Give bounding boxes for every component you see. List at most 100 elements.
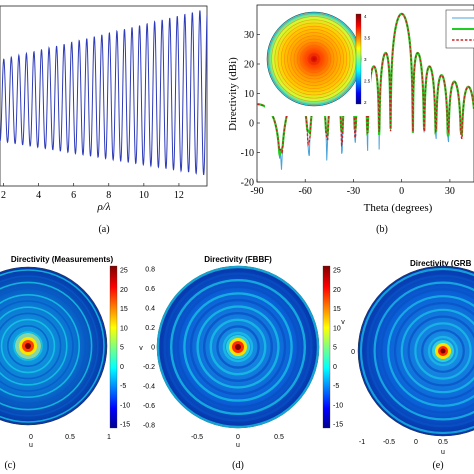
e-ring bbox=[414, 322, 472, 380]
panel-d-colorbar-tick-label: 0 bbox=[333, 364, 337, 371]
panel-a-xtick-label: 8 bbox=[106, 190, 111, 201]
panel-c-xlabel: u bbox=[29, 442, 33, 449]
panel-b-xtick-label: -60 bbox=[299, 186, 312, 197]
panel-e-title: Directivity (GRB bbox=[410, 259, 472, 268]
panel-c-colorbar-tick-label: 5 bbox=[120, 345, 124, 352]
panel-c-colorbar-tick-label: -10 bbox=[120, 402, 130, 409]
d-ring bbox=[209, 318, 267, 376]
c-ring bbox=[13, 331, 43, 361]
panel-b: -90 -60 -30 0 30 -20 -10 0 10 20 30 4 3.5 3 2.5 2 Dire… bbox=[227, 4, 474, 235]
panel-a-x-ticks: 2 4 6 8 10 12 bbox=[1, 183, 184, 201]
panel-b-ytick-label: 0 bbox=[249, 119, 254, 130]
panel-c-xtick-label: 0 bbox=[29, 434, 33, 441]
panel-d-ytick-label: -0.4 bbox=[143, 384, 155, 391]
panel-d-colorbar-tick-label: 15 bbox=[333, 306, 341, 313]
panel-e-xtick-label: 0 bbox=[414, 439, 418, 446]
d-ring bbox=[176, 285, 300, 409]
c-ring bbox=[0, 318, 56, 374]
inset-colorbar-tick-label: 3 bbox=[364, 57, 367, 62]
panel-c-hotspot bbox=[15, 333, 41, 359]
panel-e-ytick-0: 0 bbox=[351, 349, 355, 356]
panel-b-ytick-label: -20 bbox=[241, 178, 254, 189]
panel-b-xtick-label: -90 bbox=[250, 186, 263, 197]
panel-d-colorbar-ticks: 25 20 15 10 5 0 -5 -10 -15 bbox=[333, 268, 343, 429]
panel-d-rings bbox=[156, 265, 320, 429]
panel-e-xtick-label: -1 bbox=[359, 439, 365, 446]
panel-d-tag: (d) bbox=[232, 460, 244, 471]
panel-e-rings bbox=[359, 267, 474, 435]
panel-d-y-ticks: 0.8 0.6 0.4 0.2 0 -0.2 -0.4 -0.6 -0.8 bbox=[143, 267, 155, 430]
inset-ring bbox=[274, 19, 354, 99]
d-ring bbox=[216, 325, 260, 369]
c-ring bbox=[0, 294, 80, 398]
inset-colorbar-tick-label: 2 bbox=[364, 100, 367, 105]
panel-b-ytick-label: 20 bbox=[244, 60, 254, 71]
e-ring bbox=[400, 308, 474, 394]
c-ring bbox=[0, 306, 68, 386]
c-ring bbox=[0, 281, 93, 411]
panel-c-colorbar-tick-label: -15 bbox=[120, 422, 130, 429]
panel-a-curve bbox=[0, 10, 207, 176]
panel-d-xtick-label: 0 bbox=[236, 434, 240, 441]
panel-d-colorbar-tick-label: -10 bbox=[333, 402, 343, 409]
d-ring bbox=[222, 331, 254, 363]
panel-e: Directivity (GRB 0 v -1 -0.5 0 0.5 u (e) bbox=[341, 259, 474, 471]
inset-ring bbox=[293, 38, 335, 80]
panel-b-inset: 4 3.5 3 2.5 2 bbox=[265, 10, 371, 116]
panel-c-colorbar bbox=[109, 265, 118, 429]
panel-a: 2 4 6 8 10 12 ρ/λ (a) bbox=[0, 5, 208, 235]
panel-d-colorbar-tick-label: -15 bbox=[333, 422, 343, 429]
panel-d-x-ticks: -0.5 0 0.5 bbox=[191, 434, 284, 441]
inset-ring bbox=[306, 51, 322, 67]
e-ring bbox=[407, 315, 474, 387]
panel-d-ylabel: v bbox=[139, 345, 143, 352]
inset-ring bbox=[290, 35, 338, 83]
panel-c-colorbar-tick-label: 25 bbox=[120, 268, 128, 275]
panel-b-ylabel: Directivity (dBi) bbox=[227, 57, 239, 131]
panel-d-ytick-label: 0.6 bbox=[145, 286, 155, 293]
panel-d-xtick-label: -0.5 bbox=[191, 434, 203, 441]
inset-ring bbox=[287, 32, 341, 86]
panel-d-ytick-label: 0.4 bbox=[145, 306, 155, 313]
d-ring bbox=[183, 292, 293, 402]
panel-d-ytick-label: -0.8 bbox=[143, 423, 155, 430]
panel-d-ytick-label: 0 bbox=[151, 345, 155, 352]
c-ring bbox=[6, 324, 50, 367]
inset-colorbar-tick-label: 3.5 bbox=[364, 36, 371, 41]
panel-e-xtick-label: -0.5 bbox=[383, 439, 395, 446]
panel-c-xtick-label: 0.5 bbox=[65, 434, 75, 441]
panel-c: Directivity (Measurements) 2520151050-5-… bbox=[0, 255, 130, 471]
panel-d-hotspot bbox=[226, 335, 250, 359]
inset-ring bbox=[284, 29, 344, 89]
d-ring bbox=[156, 265, 320, 429]
panel-d-colorbar-tick-label: 5 bbox=[333, 345, 337, 352]
panel-a-xlabel: ρ/λ bbox=[96, 201, 110, 213]
c-ring bbox=[0, 287, 87, 405]
inset-ring bbox=[280, 25, 348, 93]
panel-d-xlabel: u bbox=[236, 442, 240, 449]
inset-ring bbox=[296, 41, 332, 77]
panel-a-tag: (a) bbox=[98, 224, 109, 235]
panel-b-xlabel: Theta (degrees) bbox=[364, 202, 433, 214]
panel-b-ticks: -90 -60 -30 0 30 -20 -10 0 10 20 30 bbox=[241, 30, 455, 197]
e-ring bbox=[380, 288, 474, 414]
e-ring bbox=[366, 274, 474, 428]
panel-a-xtick-label: 4 bbox=[36, 190, 41, 201]
e-ring bbox=[393, 301, 474, 401]
panel-c-tag: (c) bbox=[4, 460, 15, 471]
panel-c-xtick-label: 1 bbox=[107, 434, 111, 441]
panel-a-xtick-label: 6 bbox=[71, 190, 76, 201]
c-ring bbox=[0, 300, 74, 392]
panel-a-xtick-label: 10 bbox=[139, 190, 149, 201]
panel-c-x-ticks: 0 0.5 1 bbox=[29, 434, 111, 441]
c-ring bbox=[0, 275, 99, 417]
inset-ring bbox=[277, 22, 351, 96]
inset-ring bbox=[309, 54, 319, 64]
panel-d-title: Directivity (FBBF) bbox=[204, 255, 272, 264]
panel-b-tag: (b) bbox=[376, 224, 388, 235]
panel-c-colorbar-tick-label: 15 bbox=[120, 306, 128, 313]
panel-d-colorbar-tick-label: 10 bbox=[333, 325, 341, 332]
d-ring bbox=[196, 305, 280, 389]
e-ring bbox=[373, 281, 474, 421]
panel-c-title: Directivity (Measurements) bbox=[11, 255, 114, 264]
